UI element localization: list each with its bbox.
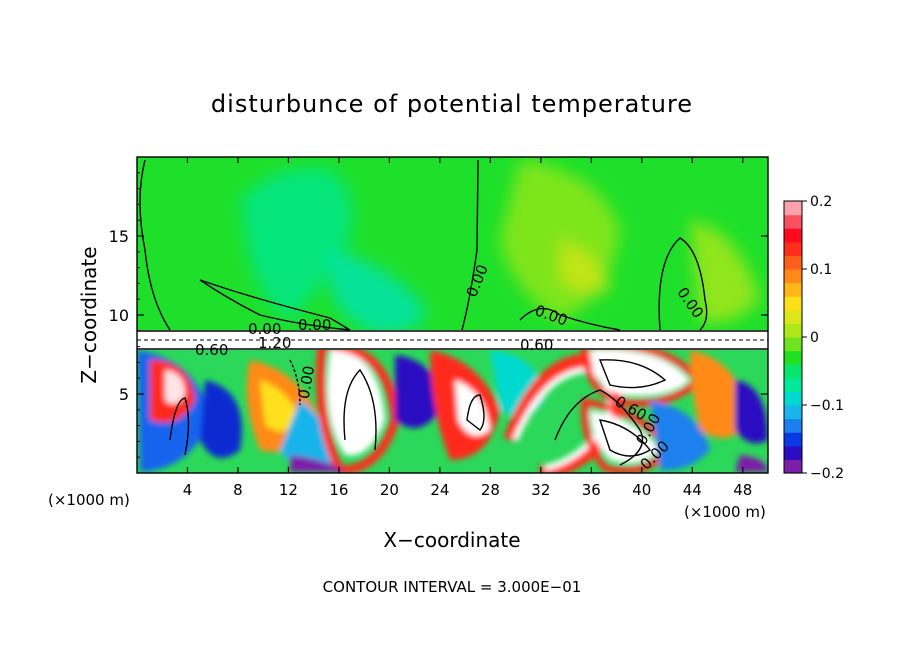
- x-unit-label-left: (×1000 m): [48, 491, 130, 509]
- x-tick-label: 4: [183, 481, 193, 499]
- colorbar-swatch: [784, 418, 802, 433]
- colorbar-swatch: [784, 241, 802, 256]
- red-ring-2: [316, 340, 400, 473]
- contour-interval-annotation: CONTOUR INTERVAL = 3.000E−01: [323, 578, 582, 596]
- x-tick-label: 32: [531, 481, 550, 499]
- contour-lower-5: [598, 419, 652, 457]
- contour-lower-1: [169, 397, 190, 456]
- white-core-1: [165, 370, 185, 404]
- contour-label: 0.60: [195, 341, 228, 359]
- x-tick-label: 40: [632, 481, 651, 499]
- contour-zero-right-loop: [658, 237, 708, 331]
- contour-zero-mid: [519, 307, 621, 331]
- x-tick-label: 8: [233, 481, 243, 499]
- contour-lower-4: [598, 359, 667, 389]
- upper-layer-background: [137, 157, 768, 337]
- colorbar-swatch: [784, 445, 802, 460]
- contour-lower-7: [289, 359, 301, 406]
- colorbar-swatch: [784, 377, 802, 392]
- x-tick-label: 24: [430, 481, 449, 499]
- colorbar-tick-label: 0.2: [810, 194, 832, 210]
- colorbar-swatch: [784, 432, 802, 447]
- colorbar-swatch: [784, 459, 802, 474]
- purple-eddy-1: [290, 455, 345, 472]
- contour-zero-tongue: [199, 279, 351, 331]
- colorbar-swatch: [784, 282, 802, 297]
- blue-eddy-3: [280, 400, 332, 471]
- colorbar-swatch: [784, 405, 802, 420]
- contour-zero-left: [139, 159, 171, 331]
- blue-eddy-2: [200, 380, 242, 458]
- contour-label: 0.60: [520, 336, 553, 354]
- white-core-3: [455, 380, 490, 436]
- colorbar-tick-label: −0.2: [810, 466, 844, 482]
- y-axis-label: Z−coordinate: [77, 246, 101, 383]
- contour-label: 0.00: [248, 320, 281, 338]
- yellow-eddy-1: [260, 380, 300, 432]
- lower-layer-field: [137, 340, 768, 473]
- blue-eddy-6: [735, 380, 768, 444]
- chart-title: disturbunce of potential temperature: [211, 90, 693, 118]
- x-tick-label: 36: [582, 481, 601, 499]
- colorbar-swatch: [784, 296, 802, 311]
- colorbar-swatch: [784, 309, 802, 324]
- colorbar-swatch: [784, 364, 802, 379]
- colorbar-swatch: [784, 214, 802, 229]
- colorbar-swatch: [784, 350, 802, 365]
- blue-eddy-5: [650, 400, 710, 471]
- x-tick-label: 12: [279, 481, 298, 499]
- x-tick-label: 44: [683, 481, 702, 499]
- blue-eddy-4: [395, 355, 440, 428]
- y-tick-label: 10: [109, 306, 129, 325]
- y-tick-label: 15: [109, 227, 129, 246]
- x-axis-label: X−coordinate: [383, 528, 520, 552]
- white-core-5: [590, 410, 660, 464]
- y-tick-label: 5: [119, 385, 129, 404]
- contour-label: 1.20: [258, 334, 291, 352]
- colorbar-swatch: [784, 391, 802, 406]
- colorbar-swatch: [784, 201, 802, 216]
- colorbar-tick-label: −0.1: [810, 398, 844, 414]
- x-tick-label: 28: [481, 481, 500, 499]
- colorbar-tick-label: 0: [810, 330, 819, 346]
- contour-lower-3: [466, 394, 485, 431]
- y-axis: 5 10 15: [109, 172, 768, 458]
- colorbar-swatch: [784, 269, 802, 284]
- contour-lower-2: [343, 368, 377, 451]
- colorbar-swatch: [784, 255, 802, 270]
- colorbar-tick-label: 0.1: [810, 262, 832, 278]
- contour-label: 0.00: [298, 316, 331, 334]
- upper-layer-field: [240, 160, 760, 335]
- colorbar-swatch: [784, 323, 802, 338]
- contour-zero-vertical: [461, 159, 479, 331]
- contour-label: 0.00: [295, 364, 319, 400]
- x-tick-label: 16: [329, 481, 348, 499]
- plot-area: 0.00 0.00 0.00 0.00 0.00 0.60 0.60 0.60 …: [137, 157, 768, 473]
- contour-lower-6: [554, 389, 644, 466]
- colorbar-swatch: [784, 337, 802, 352]
- white-core-2: [327, 350, 385, 456]
- colorbar: 0.2 0.1 0 −0.1 −0.2: [783, 194, 844, 482]
- upper-cyan-patch-1: [240, 168, 353, 320]
- contour-lines: [139, 159, 708, 466]
- colorbar-swatch: [784, 228, 802, 243]
- upper-yellowgreen-patch-2: [690, 220, 760, 323]
- upper-lime-patch: [560, 240, 610, 294]
- x-tick-label: 48: [733, 481, 752, 499]
- x-tick-label: 20: [380, 481, 399, 499]
- white-core-4: [590, 349, 690, 396]
- x-axis: 4 8 12 16 20 24 28 32 36 40 44 48: [183, 157, 752, 499]
- x-unit-label-right: (×1000 m): [684, 503, 766, 521]
- upper-cyan-patch-2: [330, 250, 425, 335]
